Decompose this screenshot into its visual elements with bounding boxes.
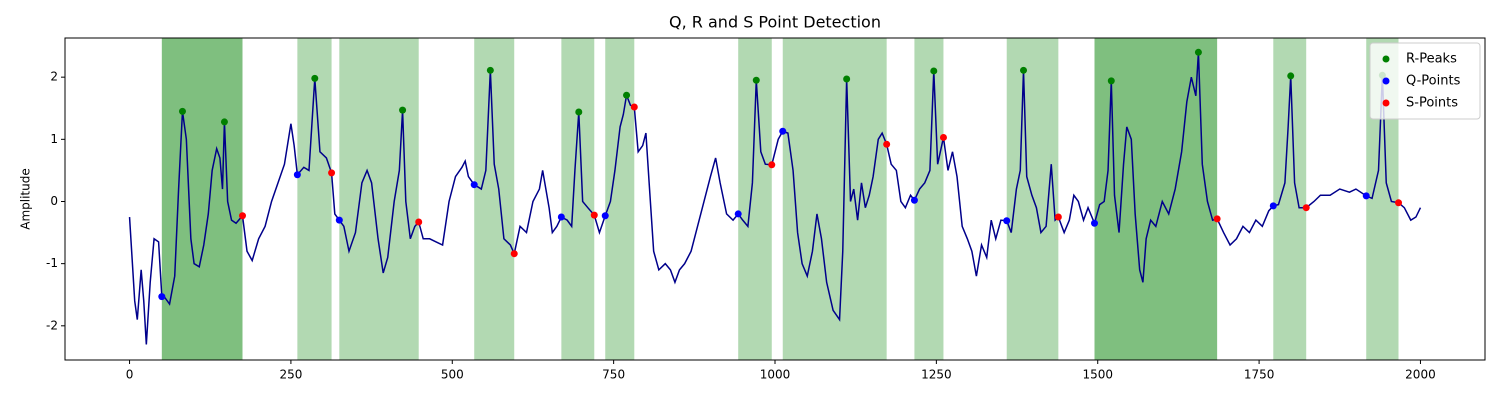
signal-line xyxy=(128,52,1422,345)
chart-title: Q, R and S Point Detection xyxy=(669,13,881,32)
point xyxy=(930,67,938,75)
point xyxy=(486,66,494,74)
legend-box xyxy=(1369,42,1481,120)
point xyxy=(601,212,609,220)
y-axis-label: Amplitude xyxy=(19,168,33,230)
point xyxy=(1194,48,1202,56)
point xyxy=(178,107,186,115)
point xyxy=(768,161,776,169)
region xyxy=(474,38,515,360)
legend-label: S-Points xyxy=(1406,96,1458,111)
region xyxy=(1094,38,1218,360)
point xyxy=(623,91,631,99)
point xyxy=(470,181,478,189)
point xyxy=(590,211,598,219)
legend: R-Peaks Q-Points S-Points xyxy=(1369,42,1481,120)
x-tick-label: 0 xyxy=(126,368,134,382)
point xyxy=(510,250,518,258)
region xyxy=(605,38,635,360)
region xyxy=(339,38,419,360)
point xyxy=(1287,72,1295,80)
region xyxy=(738,38,772,360)
region xyxy=(561,38,595,360)
point xyxy=(557,213,565,221)
y-tick-label: 1 xyxy=(50,132,58,146)
x-tick-label: 1500 xyxy=(1082,368,1113,382)
point xyxy=(1054,213,1062,221)
point xyxy=(1107,77,1115,85)
point xyxy=(311,74,319,82)
point xyxy=(1269,202,1277,210)
point xyxy=(752,76,760,84)
point xyxy=(1362,192,1370,200)
point xyxy=(779,127,787,135)
x-tick-label: 500 xyxy=(441,368,464,382)
y-tick-label: -1 xyxy=(46,256,58,270)
point xyxy=(1395,199,1403,207)
plot-frame xyxy=(64,37,1486,361)
point xyxy=(399,106,407,114)
x-tick-label: 1750 xyxy=(1244,368,1275,382)
y-tick-label: 2 xyxy=(50,70,58,84)
region xyxy=(782,38,887,360)
point xyxy=(1302,204,1310,212)
point xyxy=(910,196,918,204)
y-tick-label: 0 xyxy=(50,194,58,208)
point xyxy=(734,210,742,218)
point xyxy=(220,118,228,126)
point xyxy=(1213,215,1221,223)
region xyxy=(161,38,243,360)
point xyxy=(1003,217,1011,225)
point xyxy=(1091,219,1098,227)
point xyxy=(239,212,246,220)
legend-marker xyxy=(1382,99,1390,107)
y-tick-label: -2 xyxy=(46,318,58,332)
point xyxy=(843,75,851,83)
point xyxy=(883,140,891,148)
point xyxy=(293,171,301,179)
x-tick-label: 250 xyxy=(279,368,302,382)
point xyxy=(575,108,583,116)
x-tick-label: 1000 xyxy=(760,368,791,382)
point xyxy=(939,133,947,141)
x-tick-label: 1250 xyxy=(921,368,952,382)
point xyxy=(335,216,343,224)
legend-marker xyxy=(1382,55,1390,63)
point xyxy=(630,103,638,111)
point xyxy=(415,218,423,226)
legend-label: Q-Points xyxy=(1406,74,1461,89)
point xyxy=(328,169,336,177)
x-tick-label: 750 xyxy=(602,368,625,382)
point xyxy=(1020,66,1027,74)
x-tick-label: 2000 xyxy=(1405,368,1436,382)
point xyxy=(158,293,166,301)
region xyxy=(914,38,944,360)
legend-marker xyxy=(1382,77,1390,85)
legend-label: R-Peaks xyxy=(1406,52,1457,67)
